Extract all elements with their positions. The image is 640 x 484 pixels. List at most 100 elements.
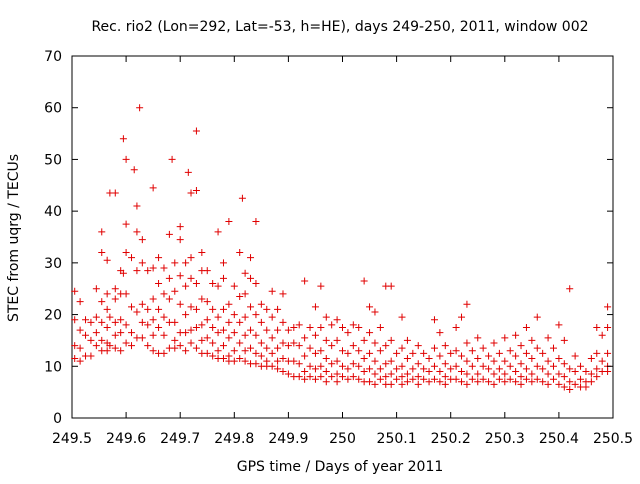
y-tick-label: 0 <box>53 411 62 427</box>
data-point-marker <box>279 339 287 347</box>
data-point-marker <box>182 347 190 355</box>
data-point-marker <box>274 344 282 352</box>
data-point-marker <box>274 357 282 365</box>
data-point-marker <box>441 380 449 388</box>
data-point-marker <box>92 285 100 293</box>
data-point-marker <box>533 362 541 370</box>
data-point-marker <box>160 264 168 272</box>
data-point-marker <box>290 324 298 331</box>
data-point-marker <box>517 360 525 368</box>
data-point-marker <box>371 339 379 347</box>
data-point-marker <box>463 380 471 388</box>
data-point-marker <box>398 373 406 381</box>
data-point-marker <box>463 339 471 347</box>
data-point-marker <box>230 357 238 365</box>
data-point-marker <box>122 249 130 257</box>
data-point-marker <box>430 344 438 352</box>
data-point-marker <box>279 355 287 363</box>
data-point-marker <box>187 189 195 197</box>
data-point-marker <box>311 303 319 311</box>
data-point-marker <box>98 336 106 344</box>
data-point-marker <box>149 331 157 339</box>
data-point-marker <box>192 305 200 313</box>
data-point-marker <box>187 254 195 262</box>
data-point-marker <box>328 321 336 329</box>
data-point-marker <box>604 324 612 331</box>
data-point-marker <box>176 236 184 244</box>
data-point-marker <box>76 357 84 365</box>
data-point-marker <box>176 223 184 231</box>
data-point-marker <box>306 324 314 331</box>
data-point-marker <box>322 313 330 321</box>
data-point-marker <box>360 367 368 375</box>
data-point-marker <box>301 334 309 342</box>
data-point-marker <box>495 349 503 357</box>
data-point-marker <box>571 367 579 375</box>
data-point-marker <box>463 370 471 378</box>
data-point-marker <box>138 300 146 308</box>
data-point-marker <box>87 352 95 360</box>
data-point-marker <box>198 295 206 303</box>
data-point-marker <box>247 326 255 334</box>
data-point-marker <box>339 373 346 381</box>
data-point-marker <box>355 324 363 331</box>
data-point-marker <box>344 375 352 383</box>
data-point-marker <box>192 344 200 352</box>
data-point-marker <box>366 329 374 337</box>
data-point-marker <box>203 298 211 306</box>
data-point-marker <box>604 349 612 357</box>
data-point-marker <box>490 357 498 365</box>
data-point-marker <box>182 311 190 319</box>
data-point-marker <box>339 347 346 355</box>
data-point-marker <box>522 324 530 331</box>
data-point-marker <box>219 342 227 350</box>
data-point-marker <box>306 362 314 370</box>
data-point-marker <box>82 316 90 324</box>
data-point-marker <box>403 355 411 363</box>
data-point-marker <box>103 305 111 313</box>
data-point-marker <box>98 228 106 236</box>
data-point-marker <box>301 375 309 383</box>
data-point-marker <box>506 347 514 355</box>
data-point-marker <box>209 305 217 313</box>
data-point-marker <box>214 313 222 321</box>
data-point-marker <box>92 342 100 350</box>
data-point-marker <box>528 336 536 344</box>
y-axis-ticks: 0 10 20 30 40 50 60 70 <box>44 49 613 427</box>
data-point-marker <box>403 370 411 378</box>
data-point-marker <box>203 267 211 275</box>
data-point-marker <box>187 274 195 282</box>
data-point-marker <box>144 267 152 275</box>
data-point-marker <box>171 259 179 267</box>
data-point-marker <box>98 318 106 326</box>
data-point-marker <box>119 135 127 143</box>
data-point-marker <box>160 290 168 298</box>
data-point-marker <box>165 274 173 282</box>
data-point-marker <box>155 324 163 331</box>
data-point-marker <box>117 347 125 355</box>
data-point-marker <box>111 189 119 197</box>
x-tick-label: 250.1 <box>377 431 417 447</box>
data-point-marker <box>474 355 482 363</box>
data-point-marker <box>122 339 130 347</box>
data-point-marker <box>349 321 357 329</box>
data-point-marker <box>225 300 233 308</box>
data-point-marker <box>452 362 460 370</box>
x-tick-label: 249.7 <box>160 431 200 447</box>
data-point-marker <box>479 344 487 352</box>
y-axis-label: STEC from uqrg / TECUs <box>6 154 22 322</box>
data-point-marker <box>219 305 227 313</box>
data-point-marker <box>387 336 395 344</box>
data-point-marker <box>398 313 406 321</box>
data-point-marker <box>98 298 106 306</box>
data-point-marker <box>241 290 249 298</box>
y-tick-label: 40 <box>44 204 62 220</box>
data-point-marker <box>160 313 168 321</box>
data-point-marker <box>138 236 146 244</box>
data-point-marker <box>328 360 336 368</box>
data-point-marker <box>274 365 282 373</box>
data-point-marker <box>528 370 536 378</box>
data-point-marker <box>128 329 136 337</box>
data-point-marker <box>187 339 195 347</box>
